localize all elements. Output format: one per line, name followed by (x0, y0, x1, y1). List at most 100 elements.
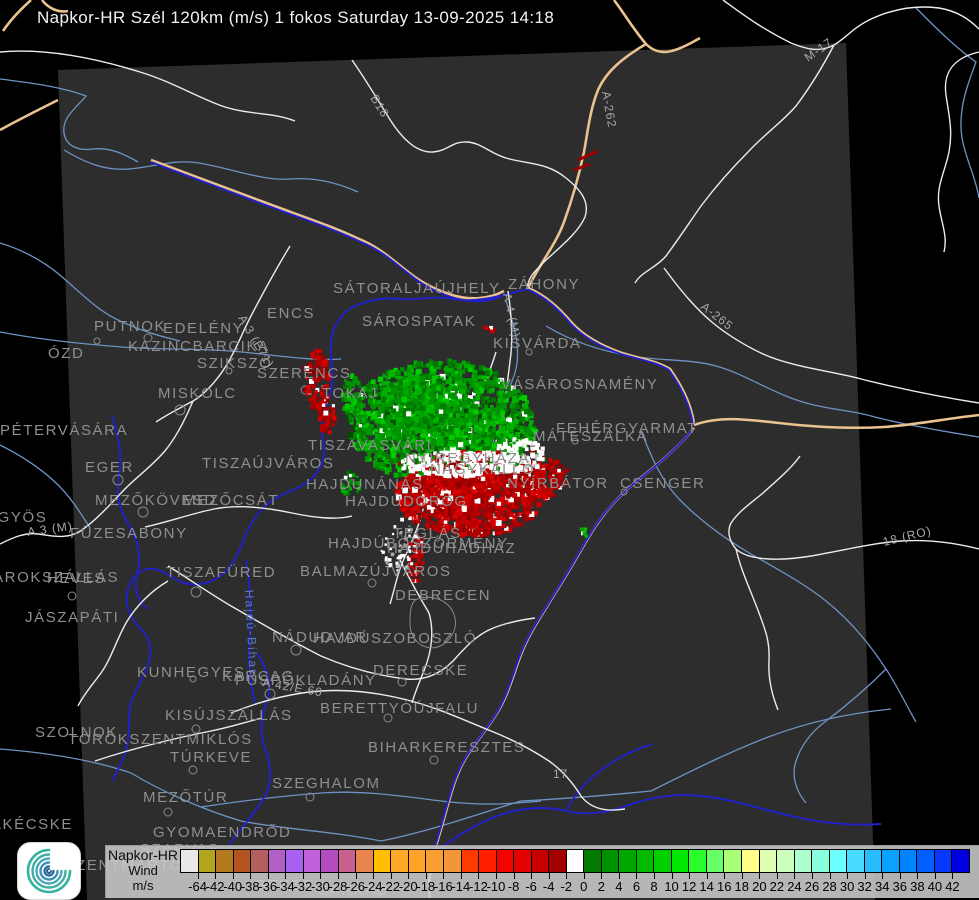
legend-tick (460, 873, 462, 879)
legend-color-cell (864, 850, 883, 872)
legend-tick-label: 26 (804, 879, 820, 894)
legend-tick-label: 20 (752, 879, 767, 894)
city-label: KAZINCBARCIKA (128, 338, 270, 355)
legend-tick-label: -28 (328, 879, 348, 894)
legend-tick-label: -18 (416, 879, 436, 894)
city-label: ENCS (267, 305, 315, 322)
legend-tick (724, 873, 726, 879)
city-label: TOKAJ (322, 385, 378, 402)
city-label: TÚRKEVE (170, 749, 252, 766)
legend-tick-label: 14 (699, 879, 714, 894)
legend-tick-label: 36 (892, 879, 907, 894)
legend-unit: m/s (132, 878, 154, 893)
legend-color-cell (777, 850, 795, 872)
legend-tick-label: -4 (542, 879, 555, 894)
legend-color-cell (566, 850, 585, 872)
city-label: SZOLNOK (35, 724, 118, 741)
legend-tick (478, 873, 480, 879)
city-label: MEZŐTÚR (143, 789, 228, 806)
legend-tick (548, 873, 550, 879)
county-label: Hajdú-Bihar (242, 589, 260, 675)
city-label: MEZŐCSÁT (183, 492, 279, 509)
legend-tick (390, 873, 392, 879)
legend-color-cell (952, 850, 969, 872)
road-label: A-262 (599, 90, 619, 129)
legend-color-cell (216, 850, 234, 872)
legend-color-cell (479, 850, 497, 872)
city-label: PUTNOK (94, 318, 166, 335)
city-label: PÉTERVÁSÁRA (0, 422, 128, 439)
city-label: KISVÁRDA (493, 335, 582, 352)
legend-tick (741, 873, 743, 879)
legend-color-cell (724, 850, 742, 872)
legend-color-cell (917, 850, 935, 872)
city-label: SZIKSZÓ (197, 355, 272, 372)
legend-tick-label: -8 (507, 879, 520, 894)
legend-tick (899, 873, 901, 879)
city-label: KUNHEGYES (137, 664, 246, 681)
road-label: 18 (RO) (881, 523, 933, 549)
spiral-logo-icon (17, 842, 81, 900)
legend-color-cell (549, 850, 567, 872)
legend-tick-label: -36 (258, 879, 278, 894)
city-label: BERETTYÓÚJFALU (320, 700, 479, 717)
legend-tick-label: -38 (240, 879, 260, 894)
legend-color-cell (829, 850, 848, 872)
city-label: FÜZESABONY (70, 524, 188, 542)
legend: Napkor-HR Wind m/s -64 -42 -40 -38 -36 -34 -32… (105, 845, 979, 898)
legend-color-cell (356, 850, 374, 872)
legend-tick (812, 873, 813, 879)
legend-tick-label: 10 (664, 879, 679, 894)
legend-tick (408, 873, 410, 879)
legend-color-cell (233, 850, 252, 872)
legend-tick (285, 873, 287, 879)
legend-tick-label: -30 (311, 879, 330, 894)
legend-color-cell (443, 850, 462, 872)
legend-tick-label: -22 (381, 879, 401, 894)
city-label: PÜSPÖKLADÁNY (235, 671, 377, 689)
legend-tick-label: 0 (580, 879, 588, 894)
legend-tick-label: -34 (275, 879, 295, 894)
legend-color-cell (934, 850, 953, 872)
city-label: MÁTÉSZALKA (533, 428, 648, 445)
legend-tick-label: 24 (787, 879, 802, 894)
legend-colorbar-wrap: -64 -42 -40 -38 -36 -34 -32 -30 -28 -26 -24 -22 -20-… (180, 848, 970, 896)
city-label: BALMAZÚJVÁROS (300, 563, 452, 580)
city-label: HAJDÚHADHÁZ (387, 540, 516, 557)
brand-logo-button[interactable] (17, 842, 81, 900)
legend-color-cell (654, 850, 672, 872)
road-label: A 3 (M) (26, 519, 73, 539)
city-label: MISKOLC (158, 385, 237, 402)
city-label: TISZAÚJVÁROS (202, 455, 335, 472)
legend-tick-label: -6 (525, 879, 537, 894)
legend-color-cell (303, 850, 322, 872)
legend-tick-label: -42 (205, 879, 225, 894)
legend-tick-label: -16 (433, 879, 453, 894)
legend-tick (794, 873, 796, 879)
legend-tick-label: -20 (398, 879, 418, 894)
legend-color-cell (601, 850, 620, 872)
legend-colorbar (180, 849, 970, 873)
legend-ticks (180, 873, 970, 879)
city-label: GYÖNGYÖS (0, 508, 47, 526)
legend-color-cell (671, 850, 690, 872)
legend-tick (654, 873, 655, 879)
legend-tick (776, 873, 778, 879)
city-label: SZEGHALOM (272, 775, 381, 792)
map-title: Napkor-HR Szél 120km (m/s) 1 fokos Satur… (37, 8, 555, 27)
legend-color-cell (338, 850, 357, 872)
legend-label: Napkor-HR Wind m/s (106, 847, 180, 893)
legend-tick (689, 873, 691, 879)
city-label: TISZAFÜRED (166, 563, 276, 581)
legend-tick (373, 873, 375, 879)
city-label: NYÍRBÁTOR (507, 475, 609, 492)
legend-tick-label: -12 (469, 879, 488, 894)
legend-tick (636, 873, 638, 879)
city-label: VÁSÁROSNAMÉNY (501, 376, 659, 393)
legend-color-cell (496, 850, 515, 872)
legend-color-cell (899, 850, 918, 872)
radar-echo-dash (577, 149, 599, 162)
legend-tick-label: -40 (223, 879, 243, 894)
legend-tick (706, 873, 708, 879)
